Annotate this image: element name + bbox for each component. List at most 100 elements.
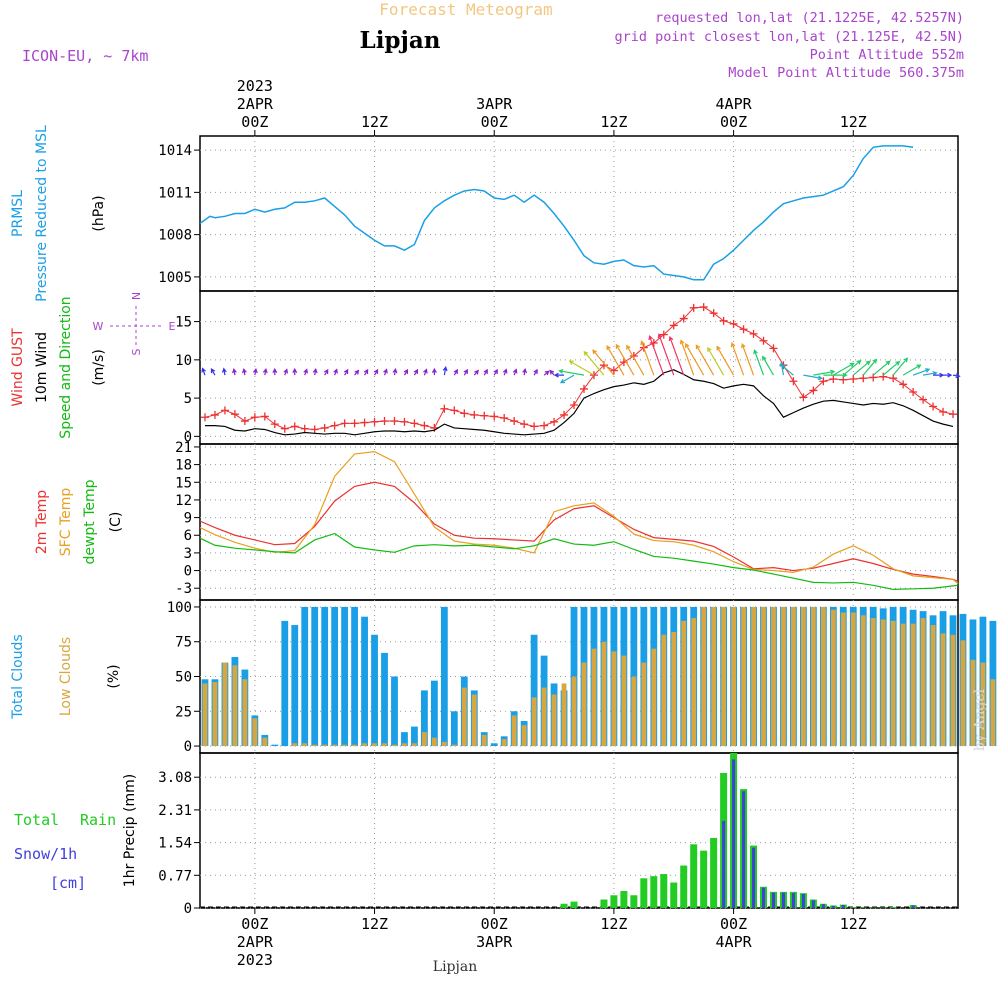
gust-point <box>240 417 249 426</box>
wind-direction-arrow <box>741 342 755 376</box>
clouds-ytick-label: 25 <box>175 704 192 720</box>
low-cloud-bar <box>581 662 587 747</box>
top-axis-label: 00Z <box>720 113 747 131</box>
gust-point <box>220 406 229 415</box>
gust-point <box>200 413 209 422</box>
gust-point <box>390 417 399 426</box>
wind-axis-label: 10m Wind <box>34 332 50 403</box>
wind-axis-label: Wind GUST <box>10 328 26 407</box>
rain-bar <box>570 901 578 908</box>
low-cloud-bar <box>342 744 348 747</box>
wind-direction-arrow <box>442 366 448 376</box>
temperature-frame <box>199 443 959 601</box>
total-cloud-bar <box>490 743 498 747</box>
gust-point <box>879 372 888 381</box>
low-cloud-bar <box>511 715 517 747</box>
gust-point <box>520 420 529 429</box>
low-cloud-bar <box>232 665 238 747</box>
total-cloud-bar <box>291 625 299 747</box>
low-cloud-bar <box>990 679 996 747</box>
gust-point <box>410 419 419 428</box>
rain-bar <box>849 907 857 908</box>
wind-direction-arrow <box>453 368 458 376</box>
gust-point <box>749 329 758 338</box>
gust-point <box>330 421 339 430</box>
clouds-axis-label: (%) <box>106 664 122 688</box>
wind-direction-arrow <box>558 368 585 376</box>
wind-direction-arrow <box>716 345 735 376</box>
low-cloud-bar <box>731 606 736 747</box>
low-cloud-bar <box>960 640 966 747</box>
gust-point <box>310 425 319 434</box>
low-cloud-bar <box>860 615 866 747</box>
snow-bar <box>742 791 746 908</box>
wind-direction-arrow <box>695 344 715 376</box>
gust-point <box>360 418 369 427</box>
wind-direction-arrow <box>221 367 227 376</box>
low-cloud-bar <box>521 725 527 747</box>
low-cloud-bar <box>721 606 727 747</box>
snow-bar <box>821 904 825 908</box>
wind-direction-arrow <box>922 370 938 376</box>
wind-direction-arrow <box>473 369 479 376</box>
wind-direction-arrow <box>952 373 961 379</box>
total-cloud-bar <box>430 680 438 747</box>
gust-point <box>649 339 658 348</box>
gust-point <box>899 380 908 389</box>
wind-direction-arrow <box>842 359 862 376</box>
gust-point <box>719 316 728 325</box>
wind-direction-arrow <box>592 349 615 376</box>
total-cloud-bar <box>371 634 378 747</box>
precip-axis-label: 1hr Precip (mm) <box>122 774 138 887</box>
gust-point <box>230 410 239 419</box>
rain-bar <box>680 865 688 908</box>
rain-bar <box>650 876 658 908</box>
rain-bar <box>610 895 618 908</box>
gust-point <box>400 417 409 426</box>
total-cloud-bar <box>391 676 398 747</box>
low-cloud-bar <box>920 618 926 747</box>
low-cloud-bar <box>541 687 547 747</box>
wind-direction-arrow <box>483 368 488 376</box>
temp-sfc-line <box>199 451 959 584</box>
top-axis-label: 00Z <box>481 113 508 131</box>
temperature-axis-label: 2m Temp <box>34 490 50 554</box>
wind-direction-arrow <box>626 344 645 376</box>
low-cloud-bar <box>950 634 956 747</box>
low-cloud-bar <box>292 743 298 747</box>
rain-bar <box>660 874 668 908</box>
gust-point <box>819 377 828 386</box>
low-cloud-bar <box>701 606 707 747</box>
low-cloud-bar <box>312 744 318 747</box>
wind-direction-arrow <box>423 368 428 376</box>
low-cloud-bar <box>840 612 846 747</box>
wind-ytick-label: 5 <box>184 391 192 407</box>
temperature-ytick-label: 21 <box>175 440 192 456</box>
wind-direction-arrow <box>707 346 725 376</box>
bottom-axis-label: 12Z <box>840 915 867 933</box>
precip-legend-rain: Rain <box>80 811 116 829</box>
bottom-axis-label: 12Z <box>600 915 627 933</box>
snow-bar <box>722 820 726 908</box>
gust-point <box>500 413 509 422</box>
pressure-line <box>199 145 914 281</box>
low-cloud-bar <box>322 744 328 747</box>
gust-point <box>889 374 898 383</box>
panel-wind: 0 5 10 15 Wind GUST 10m Wind Speed and Directi… <box>10 290 961 445</box>
gust-point <box>789 377 798 386</box>
snow-bar <box>781 892 785 908</box>
gust-point <box>380 417 389 426</box>
gust-point <box>729 319 738 328</box>
rain-bar <box>710 837 718 908</box>
wind-direction-arrow <box>283 368 289 376</box>
temperature-axis-label: SFC Temp <box>58 488 74 557</box>
gust-point <box>669 321 678 330</box>
wind-direction-arrow <box>730 342 745 376</box>
gust-point <box>460 409 469 418</box>
low-cloud-bar <box>880 619 886 747</box>
gust-point <box>909 387 918 396</box>
wind-direction-arrow <box>292 367 298 376</box>
precip-ytick-label: 2.31 <box>158 803 192 819</box>
bottom-axis-label: 00Z <box>481 915 508 933</box>
